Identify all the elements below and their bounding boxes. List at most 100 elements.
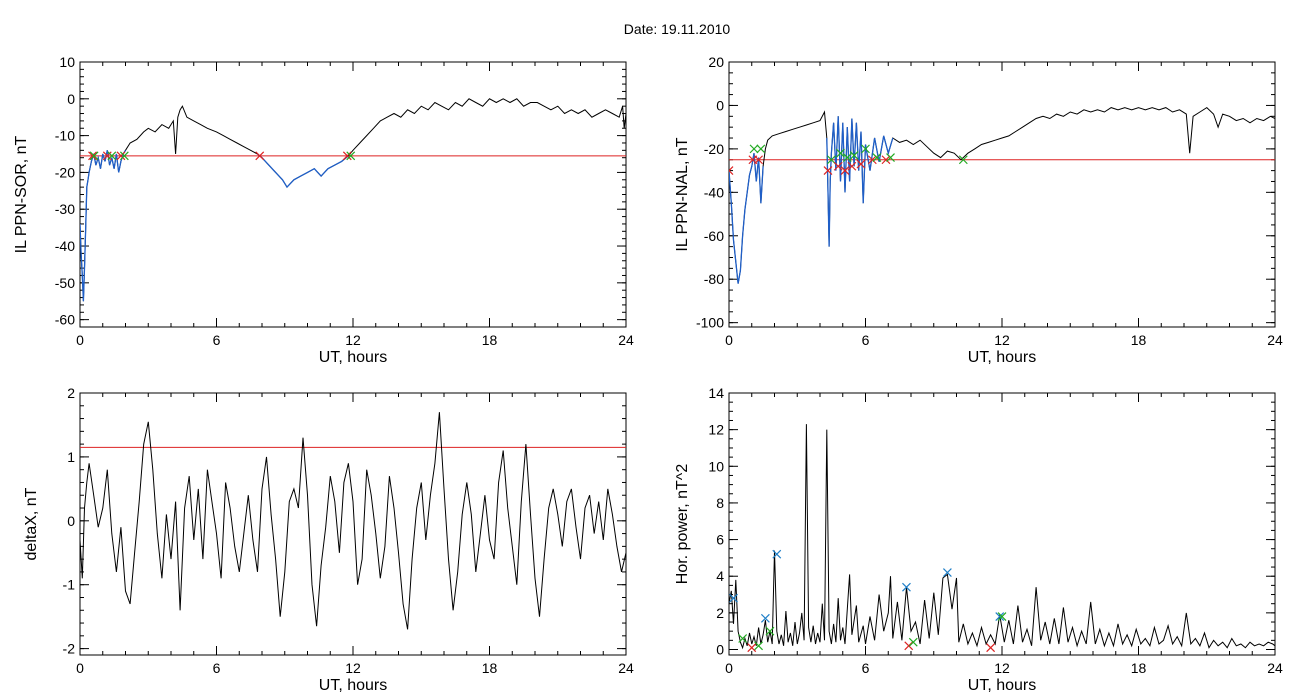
data-marker xyxy=(826,155,836,165)
x-tick-label: 12 xyxy=(994,660,1010,676)
y-tick-label: 4 xyxy=(716,568,724,584)
x-tick-label: 0 xyxy=(725,660,733,676)
data-marker-stroke xyxy=(729,169,734,176)
y-tick-label: 6 xyxy=(716,532,724,548)
data-marker-stroke xyxy=(342,151,352,161)
x-tick-label: 0 xyxy=(725,332,733,348)
data-marker xyxy=(861,144,870,154)
x-tick-label: 6 xyxy=(862,332,870,348)
y-axis-title: Hor. power, nT^2 xyxy=(674,464,691,585)
y-tick-label: 12 xyxy=(708,422,724,438)
plot-frame xyxy=(79,392,627,656)
data-marker-stroke xyxy=(772,549,782,559)
data-marker-stroke xyxy=(255,151,265,161)
x-tick-label: 6 xyxy=(213,332,221,348)
series-line xyxy=(729,424,1275,650)
data-marker-stroke xyxy=(754,641,763,651)
data-marker xyxy=(886,153,895,162)
data-marker xyxy=(749,144,759,154)
x-axis-title: UT, hours xyxy=(968,677,1036,694)
data-marker-stroke xyxy=(823,166,833,176)
data-marker-stroke xyxy=(754,155,763,165)
y-tick-label: 14 xyxy=(708,385,724,401)
data-marker-stroke xyxy=(738,634,748,643)
plot-area xyxy=(80,412,626,630)
y-tick-label: 10 xyxy=(59,54,75,70)
y-axis-title: deltaX, nT xyxy=(23,487,40,560)
plot-area xyxy=(80,98,626,302)
plot-area xyxy=(729,106,1275,284)
data-marker-stroke xyxy=(119,151,129,161)
series-highlight xyxy=(257,153,349,189)
data-marker xyxy=(958,155,968,165)
x-tick-label: 0 xyxy=(76,332,84,348)
data-marker xyxy=(904,641,914,651)
y-tick-label: -30 xyxy=(55,201,75,217)
y-tick-label: 2 xyxy=(716,605,724,621)
data-marker-stroke xyxy=(756,144,766,154)
y-tick-label: -2 xyxy=(63,641,76,657)
y-axis-title: IL PPN-NAL, nT xyxy=(674,137,691,251)
data-marker-stroke xyxy=(849,150,859,160)
y-tick-label: -50 xyxy=(55,275,75,291)
data-marker xyxy=(842,153,852,162)
data-marker xyxy=(738,634,748,643)
data-marker xyxy=(908,637,918,647)
x-tick-label: 12 xyxy=(345,332,361,348)
data-marker-stroke xyxy=(986,643,996,653)
panel-ppn-sor: 0 6 12 18 24 -60 -50 -40 -30 -20 -10 0 10 UT, hours IL… xyxy=(13,54,634,366)
data-marker xyxy=(772,549,782,559)
x-tick-label: 24 xyxy=(1267,660,1283,676)
data-marker-stroke xyxy=(904,641,914,651)
data-marker-stroke xyxy=(729,166,734,172)
data-marker-stroke xyxy=(89,151,99,161)
data-marker xyxy=(760,613,770,623)
series-highlight xyxy=(80,149,127,302)
data-marker-stroke xyxy=(908,637,918,647)
data-marker xyxy=(107,151,117,161)
data-marker-stroke xyxy=(997,612,1007,621)
y-tick-label: 0 xyxy=(67,91,75,107)
data-marker-stroke xyxy=(107,151,117,161)
x-tick-label: 18 xyxy=(1131,660,1147,676)
x-tick-label: 0 xyxy=(76,660,84,676)
data-marker xyxy=(840,166,850,176)
data-marker xyxy=(88,151,97,161)
data-marker xyxy=(997,612,1007,621)
data-marker-stroke xyxy=(861,144,870,154)
series-line xyxy=(80,98,626,302)
data-marker-stroke xyxy=(842,153,852,162)
y-tick-label: -80 xyxy=(704,271,724,287)
y-tick-label: 10 xyxy=(708,458,724,474)
data-marker xyxy=(823,166,833,176)
data-marker-stroke xyxy=(346,151,356,161)
data-marker-stroke xyxy=(942,568,952,577)
x-tick-label: 24 xyxy=(618,332,634,348)
data-marker-stroke xyxy=(760,613,770,623)
data-marker-stroke xyxy=(749,144,759,154)
data-marker xyxy=(729,166,734,176)
y-tick-label: 0 xyxy=(716,642,724,658)
data-marker xyxy=(747,643,757,653)
data-marker-stroke xyxy=(88,151,97,161)
x-tick-label: 18 xyxy=(1131,332,1147,348)
x-tick-label: 6 xyxy=(862,660,870,676)
series-highlight xyxy=(826,116,894,247)
data-marker xyxy=(942,568,952,577)
x-tick-label: 24 xyxy=(618,660,634,676)
x-tick-label: 24 xyxy=(1267,332,1283,348)
y-tick-label: -10 xyxy=(55,128,75,144)
data-marker-stroke xyxy=(881,155,891,165)
figure-title: Date: 19.11.2010 xyxy=(624,21,731,37)
y-tick-label: -20 xyxy=(55,164,75,180)
y-tick-label: 2 xyxy=(67,385,75,401)
data-marker xyxy=(902,582,911,592)
x-axis-title: UT, hours xyxy=(319,349,387,366)
x-tick-label: 12 xyxy=(994,332,1010,348)
data-marker xyxy=(833,161,843,171)
data-marker-stroke xyxy=(867,155,877,165)
data-marker-stroke xyxy=(116,151,126,161)
data-marker-stroke xyxy=(872,153,882,162)
y-tick-label: 1 xyxy=(67,449,75,465)
